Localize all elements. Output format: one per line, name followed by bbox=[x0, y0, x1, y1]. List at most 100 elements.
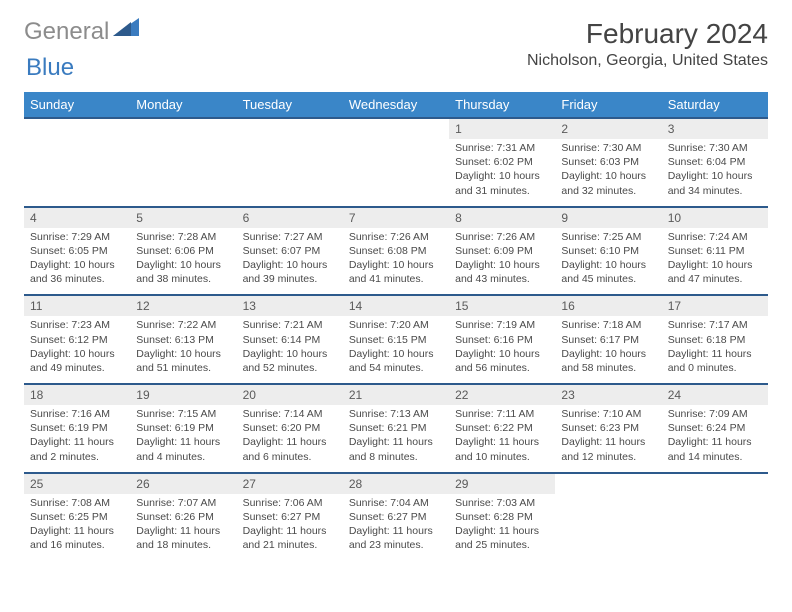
day-body: Sunrise: 7:24 AMSunset: 6:11 PMDaylight:… bbox=[662, 228, 768, 295]
calendar-cell: 17Sunrise: 7:17 AMSunset: 6:18 PMDayligh… bbox=[662, 295, 768, 384]
sunrise-line: Sunrise: 7:23 AM bbox=[30, 318, 124, 332]
daylight-line: Daylight: 10 hours and 36 minutes. bbox=[30, 258, 124, 286]
daylight-line: Daylight: 10 hours and 52 minutes. bbox=[243, 347, 337, 375]
day-number: 23 bbox=[555, 385, 661, 405]
calendar-cell: 13Sunrise: 7:21 AMSunset: 6:14 PMDayligh… bbox=[237, 295, 343, 384]
daylight-line: Daylight: 10 hours and 51 minutes. bbox=[136, 347, 230, 375]
day-body: Sunrise: 7:15 AMSunset: 6:19 PMDaylight:… bbox=[130, 405, 236, 472]
day-body: Sunrise: 7:31 AMSunset: 6:02 PMDaylight:… bbox=[449, 139, 555, 206]
logo-text-blue: Blue bbox=[26, 54, 74, 82]
sunrise-line: Sunrise: 7:26 AM bbox=[349, 230, 443, 244]
day-body: Sunrise: 7:19 AMSunset: 6:16 PMDaylight:… bbox=[449, 316, 555, 383]
day-number-empty bbox=[24, 119, 130, 139]
day-body: Sunrise: 7:09 AMSunset: 6:24 PMDaylight:… bbox=[662, 405, 768, 472]
location: Nicholson, Georgia, United States bbox=[527, 52, 768, 70]
day-number: 4 bbox=[24, 208, 130, 228]
month-title: February 2024 bbox=[527, 18, 768, 50]
day-body: Sunrise: 7:20 AMSunset: 6:15 PMDaylight:… bbox=[343, 316, 449, 383]
calendar-row: 25Sunrise: 7:08 AMSunset: 6:25 PMDayligh… bbox=[24, 473, 768, 561]
daylight-line: Daylight: 11 hours and 0 minutes. bbox=[668, 347, 762, 375]
sunset-line: Sunset: 6:13 PM bbox=[136, 333, 230, 347]
day-number: 25 bbox=[24, 474, 130, 494]
day-body: Sunrise: 7:04 AMSunset: 6:27 PMDaylight:… bbox=[343, 494, 449, 561]
day-body: Sunrise: 7:10 AMSunset: 6:23 PMDaylight:… bbox=[555, 405, 661, 472]
sunset-line: Sunset: 6:10 PM bbox=[561, 244, 655, 258]
sunset-line: Sunset: 6:06 PM bbox=[136, 244, 230, 258]
day-number: 13 bbox=[237, 296, 343, 316]
day-body: Sunrise: 7:06 AMSunset: 6:27 PMDaylight:… bbox=[237, 494, 343, 561]
daylight-line: Daylight: 11 hours and 10 minutes. bbox=[455, 435, 549, 463]
sunset-line: Sunset: 6:07 PM bbox=[243, 244, 337, 258]
calendar-table: SundayMondayTuesdayWednesdayThursdayFrid… bbox=[24, 92, 768, 560]
sunrise-line: Sunrise: 7:29 AM bbox=[30, 230, 124, 244]
sunrise-line: Sunrise: 7:22 AM bbox=[136, 318, 230, 332]
sunset-line: Sunset: 6:14 PM bbox=[243, 333, 337, 347]
calendar-cell: 2Sunrise: 7:30 AMSunset: 6:03 PMDaylight… bbox=[555, 118, 661, 207]
sunrise-line: Sunrise: 7:11 AM bbox=[455, 407, 549, 421]
calendar-cell: 19Sunrise: 7:15 AMSunset: 6:19 PMDayligh… bbox=[130, 384, 236, 473]
day-body: Sunrise: 7:30 AMSunset: 6:03 PMDaylight:… bbox=[555, 139, 661, 206]
day-number: 3 bbox=[662, 119, 768, 139]
calendar-cell: 1Sunrise: 7:31 AMSunset: 6:02 PMDaylight… bbox=[449, 118, 555, 207]
sunset-line: Sunset: 6:19 PM bbox=[30, 421, 124, 435]
sunset-line: Sunset: 6:08 PM bbox=[349, 244, 443, 258]
logo: General bbox=[24, 18, 141, 46]
day-number: 26 bbox=[130, 474, 236, 494]
day-body: Sunrise: 7:22 AMSunset: 6:13 PMDaylight:… bbox=[130, 316, 236, 383]
calendar-cell: 29Sunrise: 7:03 AMSunset: 6:28 PMDayligh… bbox=[449, 473, 555, 561]
day-number: 6 bbox=[237, 208, 343, 228]
daylight-line: Daylight: 11 hours and 2 minutes. bbox=[30, 435, 124, 463]
day-number: 16 bbox=[555, 296, 661, 316]
sunrise-line: Sunrise: 7:09 AM bbox=[668, 407, 762, 421]
day-number: 9 bbox=[555, 208, 661, 228]
calendar-cell bbox=[343, 118, 449, 207]
day-number: 2 bbox=[555, 119, 661, 139]
calendar-cell: 10Sunrise: 7:24 AMSunset: 6:11 PMDayligh… bbox=[662, 207, 768, 296]
daylight-line: Daylight: 11 hours and 23 minutes. bbox=[349, 524, 443, 552]
daylight-line: Daylight: 11 hours and 25 minutes. bbox=[455, 524, 549, 552]
calendar-cell: 6 Sunrise: 7:27 AMSunset: 6:07 PMDaylight… bbox=[237, 207, 343, 296]
daylight-line: Daylight: 11 hours and 4 minutes. bbox=[136, 435, 230, 463]
day-body: Sunrise: 7:07 AMSunset: 6:26 PMDaylight:… bbox=[130, 494, 236, 561]
sunrise-line: Sunrise: 7:19 AM bbox=[455, 318, 549, 332]
day-body: Sunrise: 7:13 AMSunset: 6:21 PMDaylight:… bbox=[343, 405, 449, 472]
daylight-line: Daylight: 10 hours and 47 minutes. bbox=[668, 258, 762, 286]
calendar-cell bbox=[555, 473, 661, 561]
sunset-line: Sunset: 6:21 PM bbox=[349, 421, 443, 435]
logo-triangle-icon bbox=[113, 18, 139, 36]
sunset-line: Sunset: 6:27 PM bbox=[243, 510, 337, 524]
sunrise-line: Sunrise: 7:25 AM bbox=[561, 230, 655, 244]
sunrise-line: Sunrise: 7:27 AM bbox=[243, 230, 337, 244]
sunset-line: Sunset: 6:16 PM bbox=[455, 333, 549, 347]
sunrise-line: Sunrise: 7:16 AM bbox=[30, 407, 124, 421]
sunrise-line: Sunrise: 7:31 AM bbox=[455, 141, 549, 155]
calendar-row: 18Sunrise: 7:16 AMSunset: 6:19 PMDayligh… bbox=[24, 384, 768, 473]
daylight-line: Daylight: 10 hours and 34 minutes. bbox=[668, 169, 762, 197]
sunrise-line: Sunrise: 7:03 AM bbox=[455, 496, 549, 510]
day-body-empty bbox=[237, 139, 343, 149]
sunset-line: Sunset: 6:02 PM bbox=[455, 155, 549, 169]
daylight-line: Daylight: 10 hours and 43 minutes. bbox=[455, 258, 549, 286]
calendar-cell: 14Sunrise: 7:20 AMSunset: 6:15 PMDayligh… bbox=[343, 295, 449, 384]
calendar-cell: 9Sunrise: 7:25 AMSunset: 6:10 PMDaylight… bbox=[555, 207, 661, 296]
day-body-empty bbox=[130, 139, 236, 149]
calendar-cell: 3Sunrise: 7:30 AMSunset: 6:04 PMDaylight… bbox=[662, 118, 768, 207]
day-body-empty bbox=[662, 494, 768, 504]
day-body: Sunrise: 7:30 AMSunset: 6:04 PMDaylight:… bbox=[662, 139, 768, 206]
day-number: 27 bbox=[237, 474, 343, 494]
day-number-empty bbox=[662, 474, 768, 494]
day-number-empty bbox=[555, 474, 661, 494]
day-body: Sunrise: 7:26 AMSunset: 6:08 PMDaylight:… bbox=[343, 228, 449, 295]
daylight-line: Daylight: 10 hours and 39 minutes. bbox=[243, 258, 337, 286]
day-number-empty bbox=[237, 119, 343, 139]
day-body: Sunrise: 7:17 AMSunset: 6:18 PMDaylight:… bbox=[662, 316, 768, 383]
day-body: Sunrise: 7:08 AMSunset: 6:25 PMDaylight:… bbox=[24, 494, 130, 561]
sunrise-line: Sunrise: 7:14 AM bbox=[243, 407, 337, 421]
sunrise-line: Sunrise: 7:30 AM bbox=[668, 141, 762, 155]
day-number: 10 bbox=[662, 208, 768, 228]
day-body: Sunrise: 7:28 AMSunset: 6:06 PMDaylight:… bbox=[130, 228, 236, 295]
daylight-line: Daylight: 10 hours and 32 minutes. bbox=[561, 169, 655, 197]
calendar-cell: 18Sunrise: 7:16 AMSunset: 6:19 PMDayligh… bbox=[24, 384, 130, 473]
day-body-empty bbox=[555, 494, 661, 504]
daylight-line: Daylight: 11 hours and 21 minutes. bbox=[243, 524, 337, 552]
